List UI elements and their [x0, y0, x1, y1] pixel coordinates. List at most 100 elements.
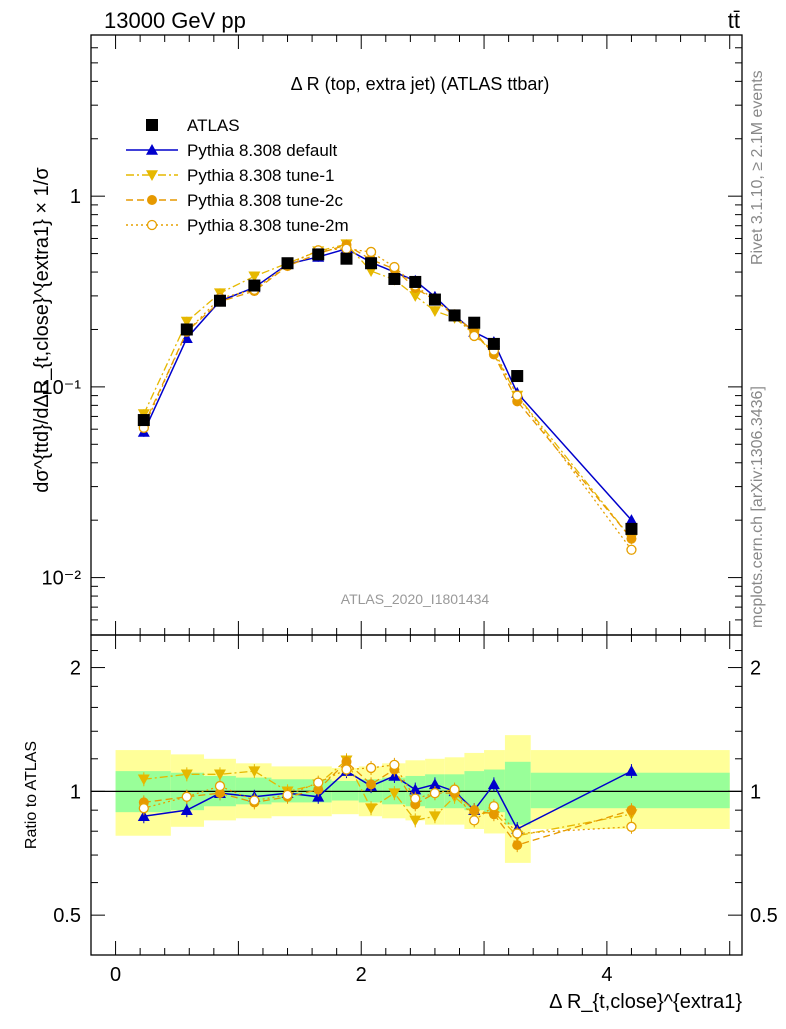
- main-data-point: [626, 544, 637, 555]
- main-data-point: [448, 309, 461, 322]
- legend-entry: Pythia 8.308 default: [126, 141, 338, 160]
- legend-marker: [146, 144, 158, 155]
- ratio-data-point: [180, 804, 193, 815]
- legend-marker: [146, 219, 158, 231]
- ratio-data-point: [213, 769, 226, 781]
- ratio-data-point: [409, 783, 422, 795]
- main-data-point: [409, 291, 422, 302]
- ratio-data-point: [341, 756, 352, 767]
- legend-marker: [147, 195, 157, 205]
- main-data-point: [388, 272, 401, 285]
- main-data-point: [137, 414, 150, 427]
- ratio-y-tick-label: 0.5: [53, 905, 81, 927]
- main-data-point: [281, 257, 294, 270]
- main-data-point: [487, 337, 500, 350]
- main-data-point: [341, 243, 352, 254]
- ratio-data-point: [469, 805, 480, 816]
- ratio-y-tick-label-right: 2: [750, 658, 761, 680]
- ratio-data-point: [366, 779, 377, 790]
- main-data-point: [248, 271, 261, 283]
- main-data-point: [365, 246, 377, 258]
- ratio-data-point: [249, 795, 260, 806]
- ratio-data-point: [214, 788, 225, 799]
- mcplots-label: mcplots.cern.ch [arXiv:1306.3436]: [749, 386, 766, 628]
- main-data-point: [468, 316, 481, 329]
- main-data-point: [389, 261, 400, 273]
- xlabel: Δ R_{t,close}^{extra1}: [549, 991, 742, 1013]
- ratio-band-inner: [504, 761, 531, 825]
- legend-marker: [146, 119, 158, 131]
- main-data-point: [340, 252, 353, 265]
- main-data-point: [213, 294, 226, 307]
- ratio-data-point: [429, 787, 441, 799]
- main-data-point: [409, 275, 422, 288]
- ratio-data-point: [341, 764, 352, 775]
- main-data-point: [180, 332, 193, 343]
- process-label: tt̄: [728, 8, 740, 33]
- ratio-data-point: [214, 780, 226, 792]
- ratio-data-point: [626, 821, 637, 832]
- ratio-data-point: [180, 769, 193, 781]
- ratio-data-point: [282, 789, 293, 801]
- ratio-y-tick-label: 2: [70, 658, 81, 680]
- ratio-frame: [90, 634, 743, 956]
- main-data-point: [180, 323, 193, 336]
- main-data-point: [312, 248, 325, 261]
- ratio-data-point: [137, 810, 150, 822]
- main-data-point: [428, 306, 441, 317]
- ratio-data-point: [389, 759, 400, 770]
- legend-label: Pythia 8.308 tune-1: [187, 166, 334, 185]
- ratio-data-point: [512, 840, 523, 851]
- legend-entry: ATLAS: [146, 116, 240, 135]
- main-data-point: [180, 316, 193, 328]
- ratio-band-inner: [331, 780, 359, 801]
- ratio-data-point: [313, 777, 324, 788]
- rivet-label: Rivet 3.1.10, ≥ 2.1M events: [749, 70, 766, 265]
- ratio-data-point: [410, 793, 421, 804]
- ratio-series-layer: [137, 753, 638, 853]
- ratio-data-point: [449, 784, 460, 795]
- main-series-layer: [137, 239, 638, 555]
- main-data-point: [248, 279, 261, 292]
- ratio-data-point: [488, 801, 500, 812]
- x-tick-label: 2: [356, 964, 367, 986]
- legend-entry: Pythia 8.308 tune-2m: [126, 216, 349, 235]
- main-data-point: [365, 257, 378, 270]
- legend-entry: Pythia 8.308 tune-1: [126, 166, 334, 185]
- axes-layer: 10⁻² 10⁻¹ 1 0.5 0.5 1 1 2 2 0 2 4: [42, 34, 778, 986]
- legend-label: ATLAS: [187, 116, 240, 135]
- main-title: Δ R (top, extra jet) (ATLAS ttbar): [291, 74, 550, 94]
- ratio-data-point: [409, 815, 422, 827]
- main-data-point: [511, 370, 524, 383]
- ratio-data-point: [137, 774, 150, 786]
- ratio-data-point: [365, 803, 378, 815]
- legend: ATLAS Pythia 8.308 default Pythia 8.308 tu…: [126, 116, 349, 235]
- ratio-data-point: [469, 815, 480, 826]
- legend-label: Pythia 8.308 tune-2c: [187, 191, 343, 210]
- ratio-series-line: [143, 770, 632, 830]
- ratio-series-line: [143, 760, 632, 846]
- ratio-y-tick-label-right: 1: [750, 781, 761, 803]
- energy-label: 13000 GeV pp: [104, 8, 246, 33]
- legend-label: Pythia 8.308 default: [187, 141, 338, 160]
- analysis-tag: ATLAS_2020_I1801434: [341, 591, 490, 607]
- legend-label: Pythia 8.308 tune-2m: [187, 216, 349, 235]
- ratio-data-point: [626, 805, 637, 816]
- main-y-tick-label: 1: [70, 186, 81, 208]
- main-series-line: [143, 248, 632, 551]
- main-data-point: [626, 533, 637, 544]
- ratio-data-point: [487, 778, 500, 790]
- ratio-y-tick-label: 1: [70, 781, 81, 803]
- legend-marker: [146, 170, 158, 181]
- main-data-point: [625, 514, 638, 525]
- ratio-y-tick-label-right: 0.5: [750, 905, 778, 927]
- ratio-data-point: [625, 765, 638, 776]
- ratio-data-point: [248, 766, 261, 778]
- ratio-data-point: [428, 778, 441, 790]
- main-data-point: [512, 390, 523, 401]
- ratio-data-point: [138, 803, 149, 814]
- ratio-data-point: [512, 828, 523, 839]
- main-y-tick-label: 10⁻²: [42, 568, 82, 590]
